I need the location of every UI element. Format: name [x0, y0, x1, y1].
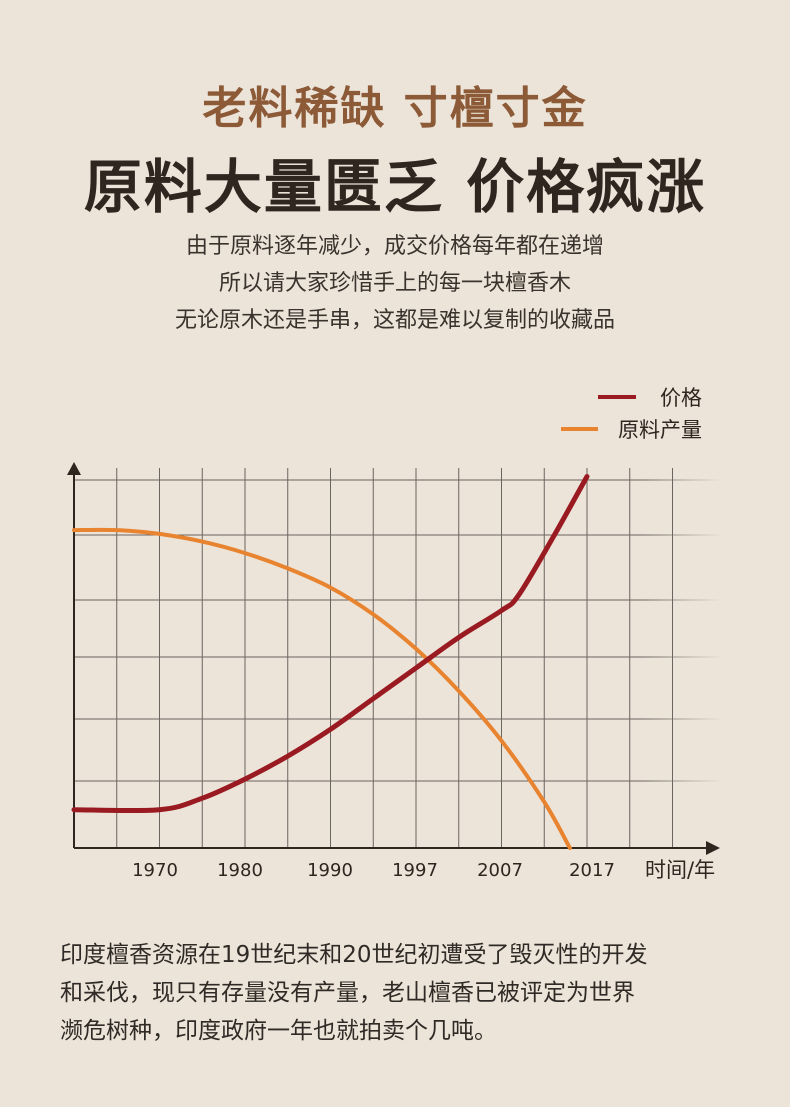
- intro-line: 无论原木还是手串，这都是难以复制的收藏品: [174, 308, 615, 333]
- x-tick-label: 1990: [307, 860, 353, 881]
- y-axis-arrow: [67, 462, 81, 475]
- page-title: 原料大量匮乏 价格疯涨: [83, 153, 707, 221]
- intro-line: 由于原料逐年减少，成交价格每年都在递增: [185, 234, 604, 259]
- footer-line: 濒危树种，印度政府一年也就拍卖个几吨。: [60, 1018, 497, 1044]
- legend-label: 原料产量: [618, 418, 702, 442]
- series-line-production: [72, 527, 572, 850]
- series-line-price: [71, 474, 590, 814]
- legend-label: 价格: [660, 386, 702, 410]
- footer-text: 印度檀香资源在19世纪末和20世纪初遭受了毁灭性的开发 和采伐，现只有存量没有产…: [60, 936, 740, 1050]
- intro-text: 由于原料逐年减少，成交价格每年都在递增 所以请大家珍惜手上的每一块檀香木 无论原…: [0, 228, 790, 339]
- x-tick-label: 2007: [477, 860, 523, 881]
- x-axis-label: 时间/年: [645, 858, 715, 882]
- intro-line: 所以请大家珍惜手上的每一块檀香木: [218, 271, 571, 296]
- x-tick-label: 1997: [392, 860, 438, 881]
- chart-axes: 时间/年: [67, 462, 720, 882]
- chart-series: [71, 474, 590, 850]
- footer-line: 和采伐，现只有存量没有产量，老山檀香已被评定为世界: [60, 980, 635, 1006]
- page-subtitle: 老料稀缺 寸檀寸金: [202, 83, 588, 134]
- x-axis-arrow: [706, 841, 720, 855]
- x-tick-labels: 1970 1980 1990 1997 2007 2017: [132, 860, 615, 881]
- x-tick-label: 1970: [132, 860, 178, 881]
- x-tick-label: 2017: [569, 860, 615, 881]
- x-tick-label: 1980: [217, 860, 263, 881]
- chart-grid: [74, 468, 722, 848]
- footer-line: 印度檀香资源在19世纪末和20世纪初遭受了毁灭性的开发: [60, 942, 648, 968]
